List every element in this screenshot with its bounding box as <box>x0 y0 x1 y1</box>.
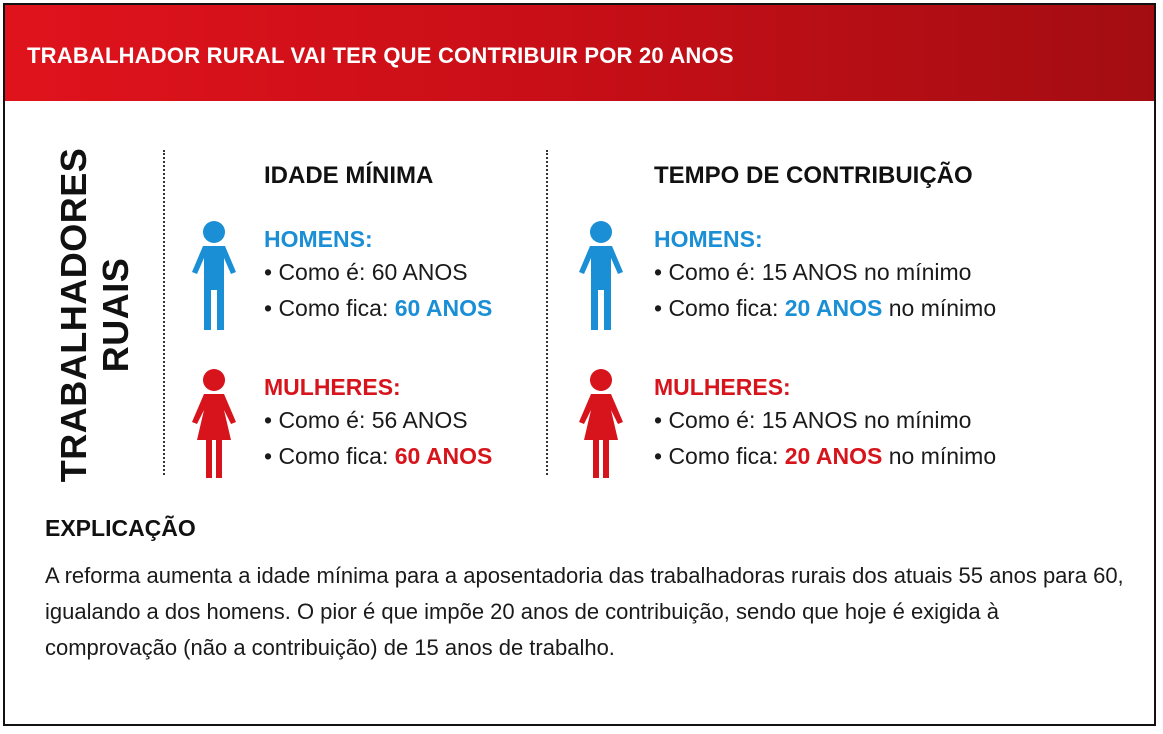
header-title: TRABALHADOR RURAL VAI TER QUE CONTRIBUIR… <box>27 43 734 68</box>
divider-middle <box>546 150 548 475</box>
men-label: HOMENS: <box>654 226 763 252</box>
men-new-value: 20 ANOS <box>784 295 883 321</box>
woman-icon <box>192 369 236 478</box>
women-group-tempo-contribuicao: MULHERES: • Como é: 15 ANOS no mínimo • … <box>654 372 996 474</box>
men-label: HOMENS: <box>264 226 373 252</box>
men-current: • Como é: 15 ANOS no mínimo <box>654 259 972 285</box>
women-new-value: 20 ANOS <box>784 443 883 469</box>
side-label-line1: TRABALHADORES <box>53 147 94 483</box>
women-new: • Como fica: 20 ANOS no mínimo <box>654 443 997 469</box>
men-group-tempo-contribuicao: HOMENS: • Como é: 15 ANOS no mínimo • Co… <box>654 224 996 326</box>
side-label-line2: RUAIS <box>95 257 136 373</box>
women-label: MULHERES: <box>654 374 791 400</box>
man-icon <box>579 221 623 330</box>
women-current: • Como é: 56 ANOS <box>264 407 468 433</box>
women-current: • Como é: 15 ANOS no mínimo <box>654 407 972 433</box>
infographic-frame: TRABALHADOR RURAL VAI TER QUE CONTRIBUIR… <box>3 3 1156 726</box>
explanation-text: A reforma aumenta a idade mínima para a … <box>45 563 1124 660</box>
side-label: TRABALHADORES RUAIS <box>45 148 145 483</box>
women-new: • Como fica: 60 ANOS <box>264 443 493 469</box>
column-title-tempo-contribuicao: TEMPO DE CONTRIBUIÇÃO <box>654 162 973 189</box>
men-new: • Como fica: 20 ANOS no mínimo <box>654 295 997 321</box>
woman-icon <box>579 369 623 478</box>
women-group-idade-minima: MULHERES: • Como é: 56 ANOS • Como fica:… <box>264 372 492 474</box>
men-current: • Como é: 60 ANOS <box>264 259 468 285</box>
man-icon <box>192 221 236 330</box>
women-new-value: 60 ANOS <box>394 443 493 469</box>
explanation-section: EXPLICAÇÃO A reforma aumenta a idade mín… <box>45 515 1135 666</box>
explanation-title: EXPLICAÇÃO <box>45 515 196 541</box>
header-bar: TRABALHADOR RURAL VAI TER QUE CONTRIBUIR… <box>5 5 1154 101</box>
men-new-value: 60 ANOS <box>394 295 493 321</box>
men-new: • Como fica: 60 ANOS <box>264 295 493 321</box>
men-group-idade-minima: HOMENS: • Como é: 60 ANOS • Como fica: 6… <box>264 224 492 326</box>
column-title-idade-minima: IDADE MÍNIMA <box>264 162 434 189</box>
women-label: MULHERES: <box>264 374 401 400</box>
divider-left <box>163 150 165 475</box>
